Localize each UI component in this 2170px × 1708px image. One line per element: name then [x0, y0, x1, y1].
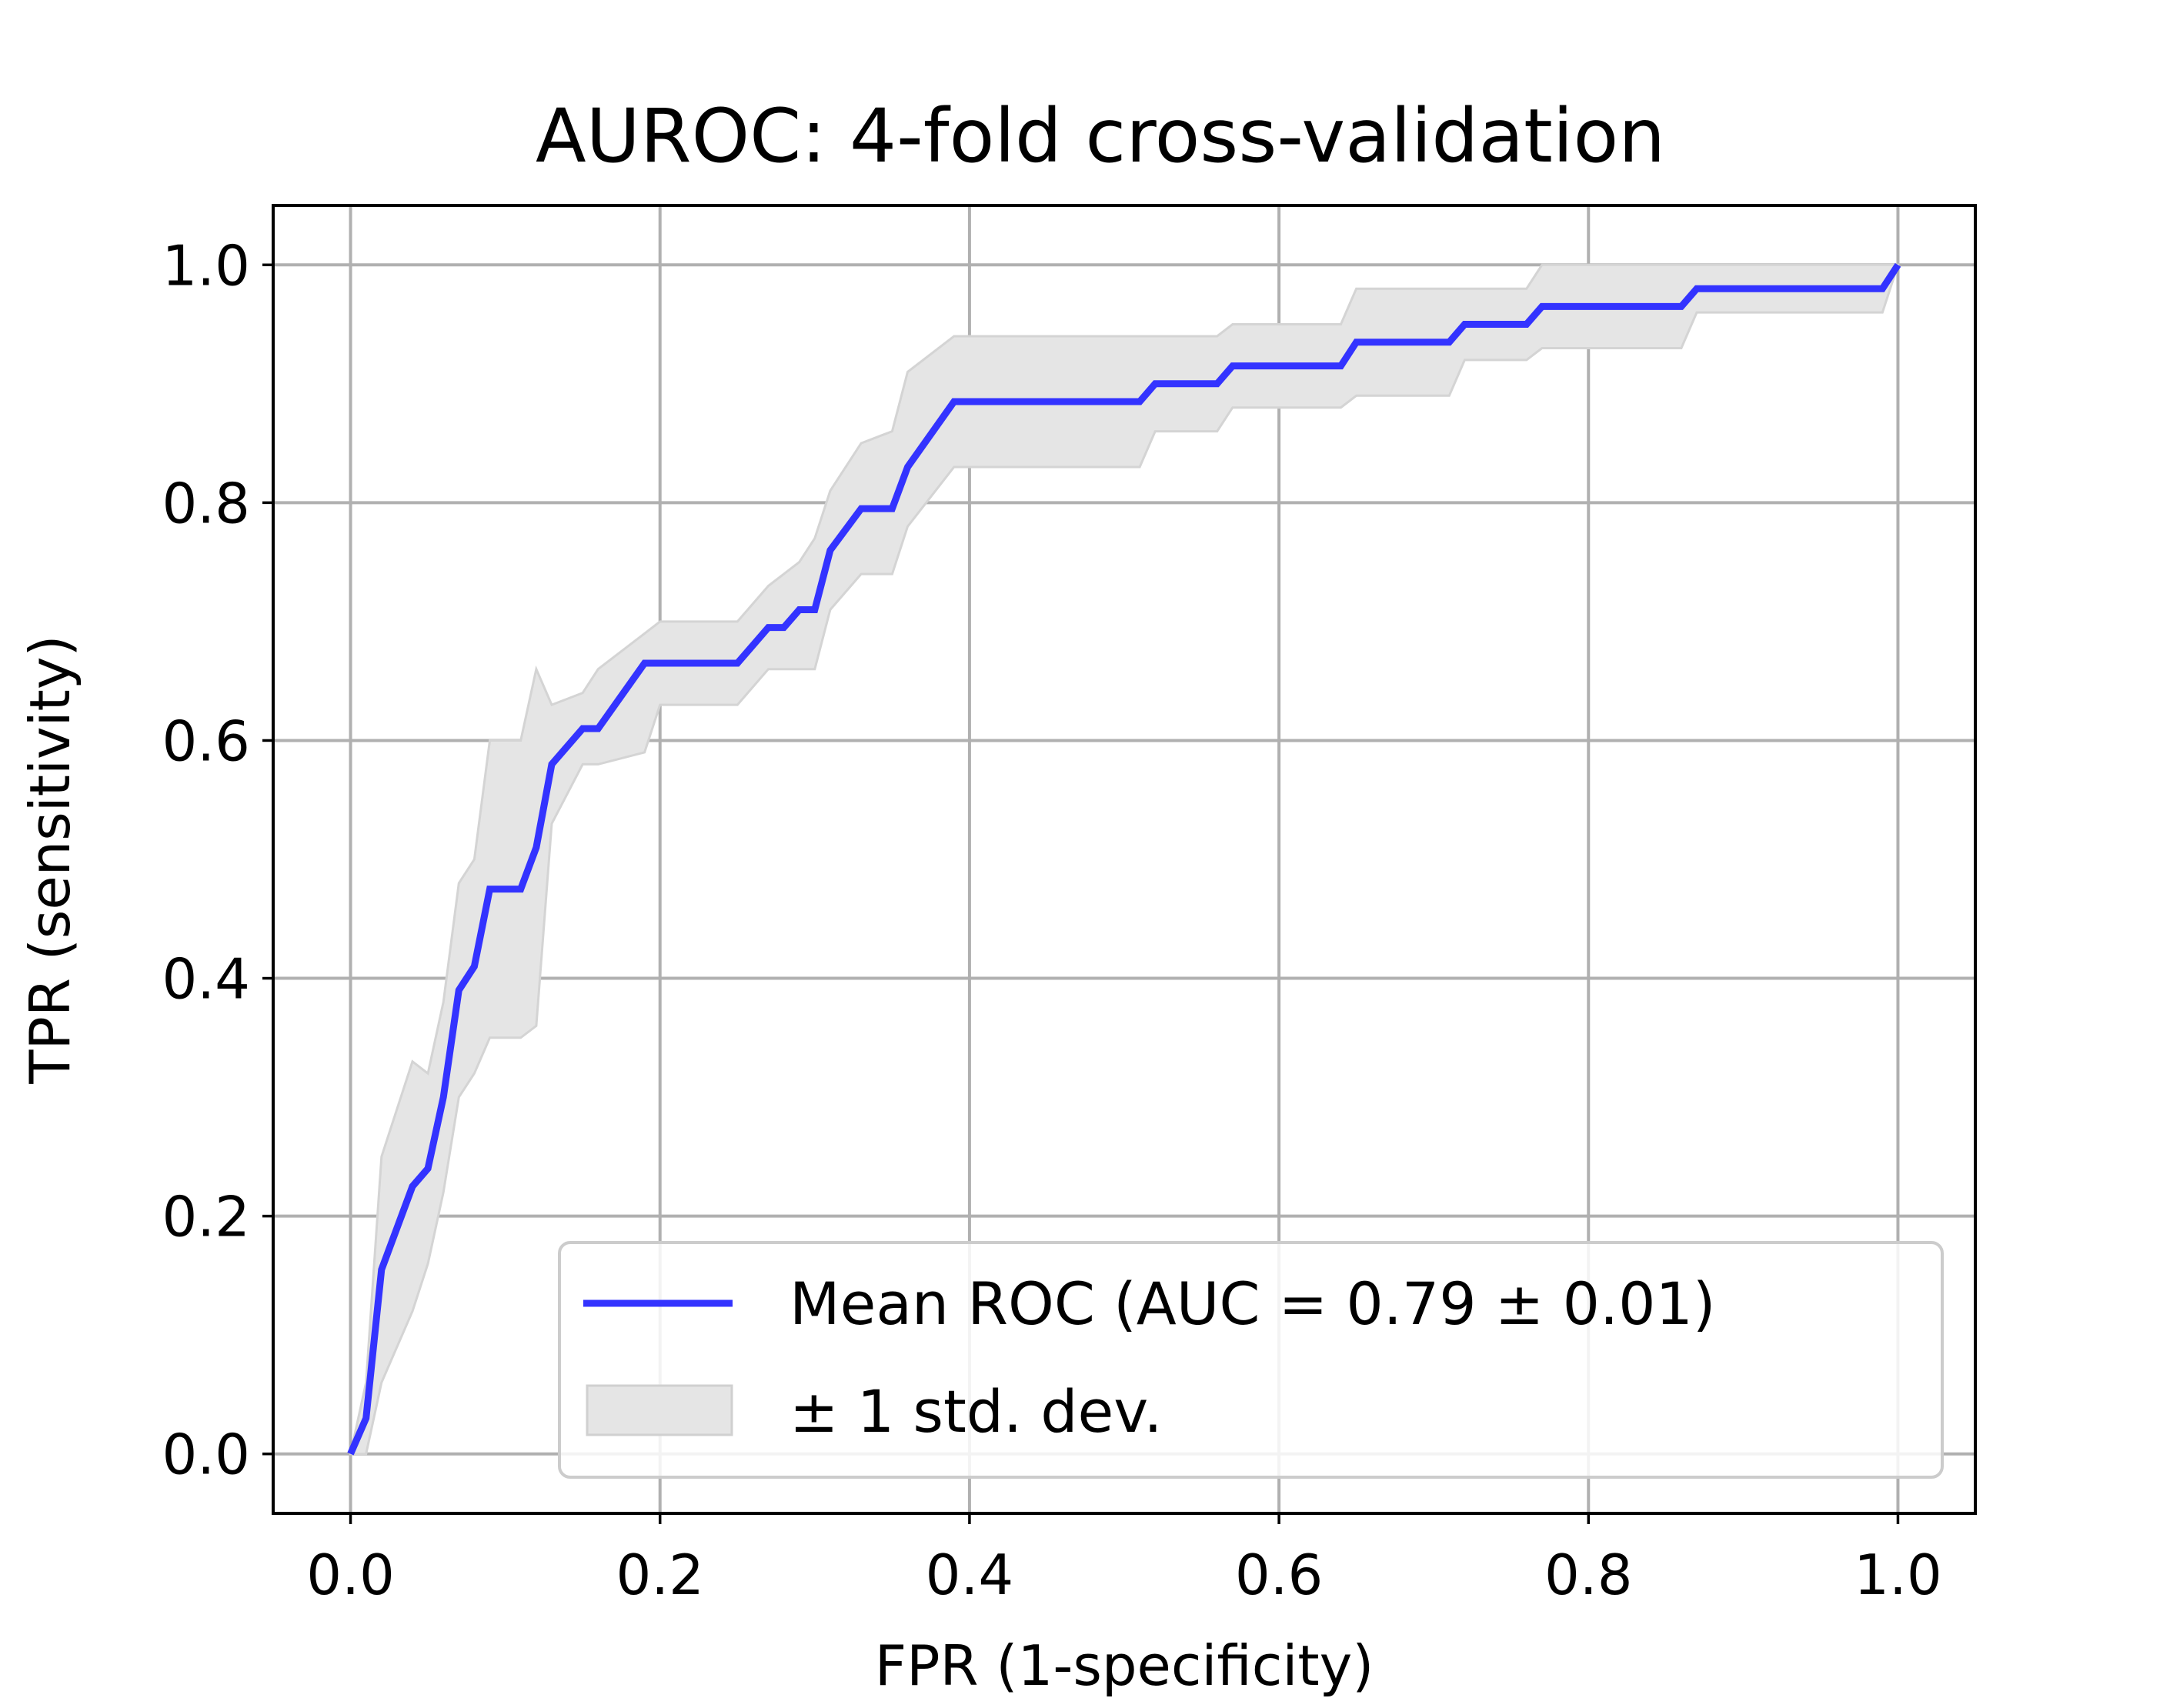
x-tick-label: 0.4 — [926, 1543, 1014, 1607]
y-tick-label: 0.4 — [162, 947, 250, 1012]
plot-frame — [272, 204, 1977, 1515]
y-tick-label: 0.0 — [162, 1423, 250, 1487]
legend-box — [558, 1241, 1944, 1479]
legend-band-swatch — [586, 1384, 733, 1436]
legend-label-mean-roc: Mean ROC (AUC = 0.79 ± 0.01) — [790, 1269, 1716, 1338]
y-tick-label: 0.2 — [162, 1185, 250, 1249]
legend: Mean ROC (AUC = 0.79 ± 0.01) ± 1 std. de… — [558, 1241, 1944, 1479]
x-tick-label: 0.8 — [1544, 1543, 1633, 1607]
mean-roc-line — [347, 262, 1901, 1456]
y-ticks: 0.0 0.2 0.4 0.6 0.8 1.0 — [162, 233, 273, 1487]
roc-line-layer — [347, 262, 1901, 1456]
x-tick-label: 1.0 — [1854, 1543, 1942, 1607]
x-ticks: 0.0 0.2 0.4 0.6 0.8 1.0 — [306, 1513, 1942, 1607]
x-tick-label: 0.0 — [306, 1543, 395, 1607]
legend-label-std-dev: ± 1 std. dev. — [790, 1377, 1163, 1446]
x-tick-label: 0.2 — [616, 1543, 704, 1607]
y-tick-label: 1.0 — [162, 233, 250, 298]
y-tick-label: 0.8 — [162, 471, 250, 535]
x-axis-label: FPR (1-specificity) — [875, 1633, 1374, 1698]
y-axis-label: TPR (sensitivity) — [18, 635, 82, 1084]
y-tick-label: 0.6 — [162, 709, 250, 773]
chart-title: AUROC: 4-fold cross-validation — [536, 93, 1665, 179]
x-tick-label: 0.6 — [1235, 1543, 1324, 1607]
